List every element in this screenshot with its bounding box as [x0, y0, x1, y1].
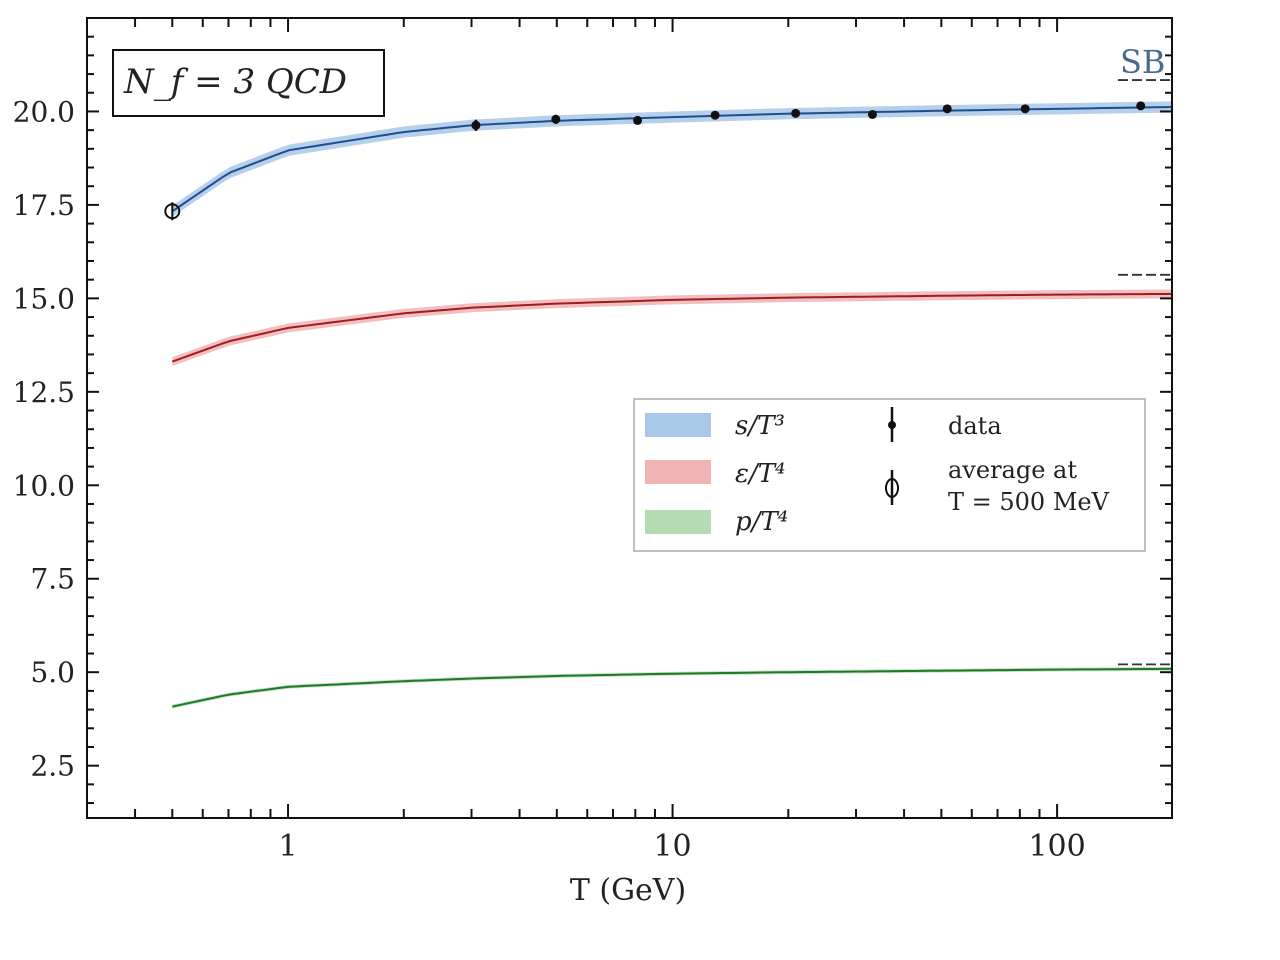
data-point: [633, 115, 643, 125]
band-series-1: [172, 289, 1173, 367]
line-series-0: [171, 105, 1173, 213]
legend-swatch-e: [645, 460, 711, 484]
sb-limits: [1118, 79, 1172, 666]
legend-label-p: p/T⁴: [735, 507, 788, 537]
legend-marker-data: [888, 421, 896, 429]
legend-label-e: ε/T⁴: [735, 459, 785, 489]
legend-marker-average: [885, 478, 899, 498]
x-tick-label: 100: [1028, 829, 1085, 864]
data-point: [551, 114, 561, 124]
ticks: 2.5 5.0 7.5 10.0 12.5 15.0 17.5 20.0 1 10 100: [13, 17, 1172, 864]
data-point: [1020, 104, 1030, 114]
y-tick-label: 10.0: [13, 469, 75, 502]
data-points: [164, 101, 1146, 221]
y-tick-label: 7.5: [30, 563, 75, 596]
legend-label-average-1: average at: [948, 456, 1077, 484]
x-axis-label: T (GeV): [570, 873, 686, 908]
legend: s/T³ ε/T⁴ p/T⁴ data average at T = 500 M…: [633, 398, 1146, 552]
legend-label-data: data: [948, 412, 1002, 440]
y-tick-label: 17.5: [13, 189, 75, 222]
x-tick-label: 10: [653, 829, 691, 864]
band-series-2: [172, 666, 1173, 709]
legend-swatch-s: [645, 413, 711, 437]
data-point: [1136, 101, 1146, 111]
y-tick-label: 5.0: [30, 656, 75, 689]
legend-label-s: s/T³: [735, 411, 785, 441]
average-point: [164, 203, 181, 220]
band-series-0: [172, 101, 1173, 217]
plot-frame: [86, 17, 1173, 819]
data-point: [471, 120, 481, 130]
line-series-2: [172, 667, 1173, 708]
sb-label: SB: [1120, 43, 1165, 81]
line-series-1: [171, 292, 1173, 363]
y-tick-label: 20.0: [13, 95, 75, 128]
data-point: [710, 110, 720, 120]
annotation-box: [112, 49, 385, 117]
lines: [171, 105, 1173, 708]
legend-label-average-2: T = 500 MeV: [948, 488, 1110, 516]
legend-swatch-p: [645, 510, 711, 534]
data-point: [791, 108, 801, 118]
x-tick-label: 1: [279, 829, 298, 864]
data-point: [867, 109, 877, 119]
annotation: N_f = 3 QCD: [123, 62, 347, 102]
y-tick-label: 2.5: [30, 750, 75, 783]
y-tick-label: 12.5: [13, 376, 75, 409]
data-point: [942, 104, 952, 114]
y-tick-label: 15.0: [13, 282, 75, 315]
